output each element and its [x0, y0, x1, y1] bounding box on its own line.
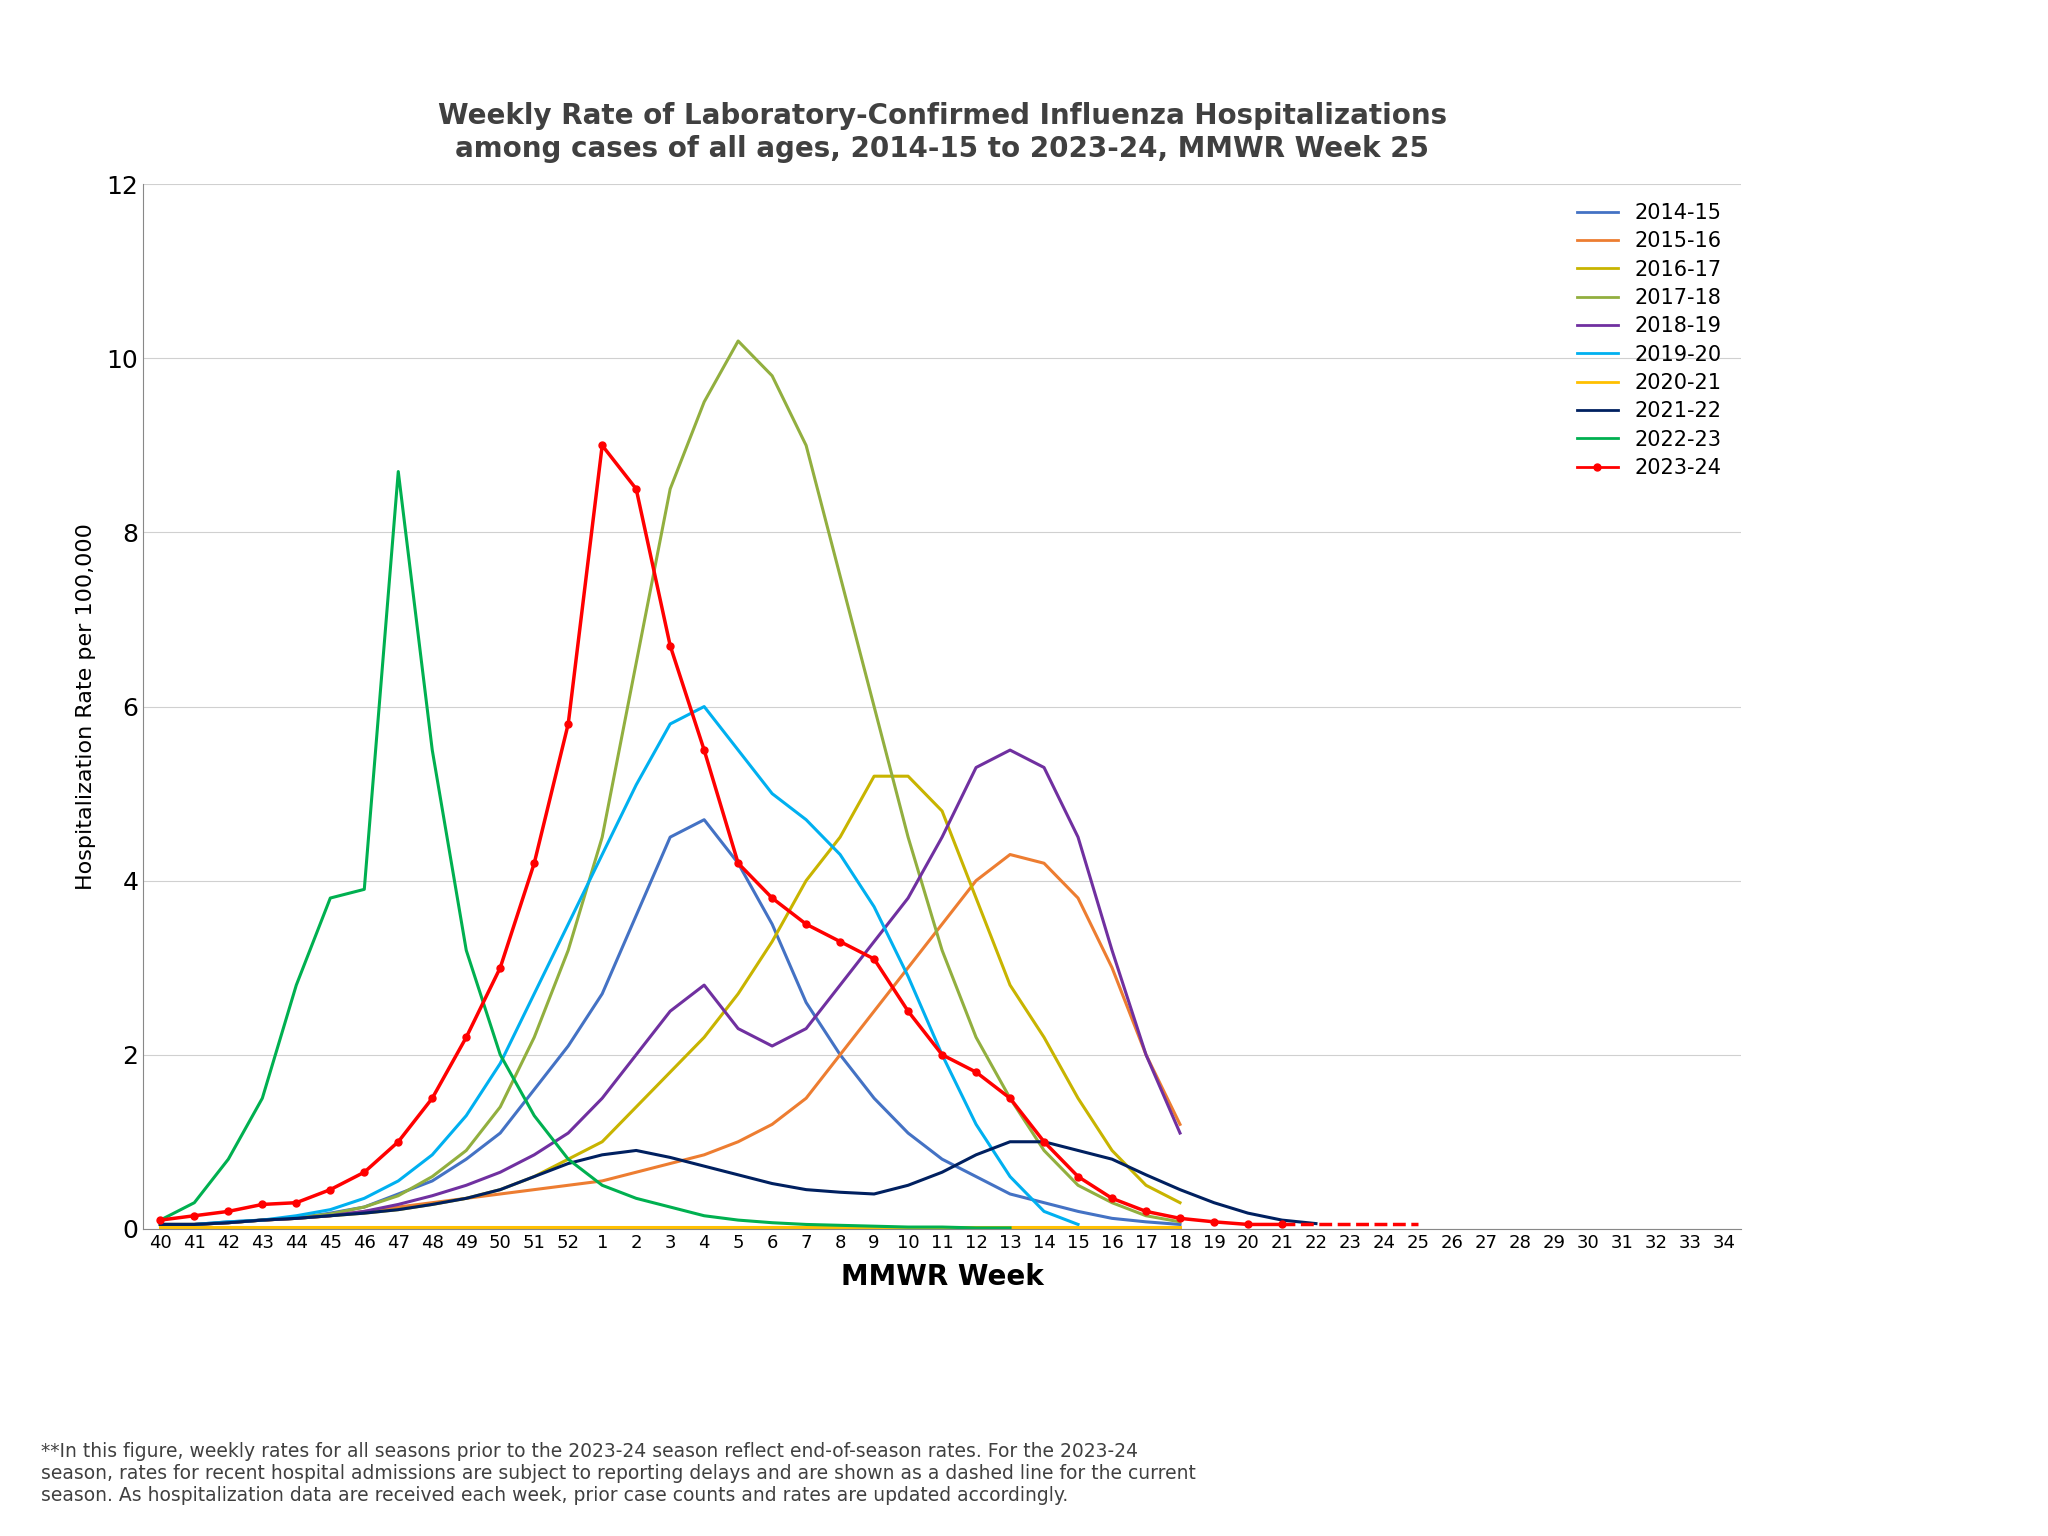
Y-axis label: Hospitalization Rate per 100,000: Hospitalization Rate per 100,000	[76, 524, 96, 889]
Title: Weekly Rate of Laboratory-Confirmed Influenza Hospitalizations
among cases of al: Weekly Rate of Laboratory-Confirmed Infl…	[438, 101, 1446, 163]
X-axis label: MMWR Week: MMWR Week	[842, 1263, 1042, 1290]
Legend: 2014-15, 2015-16, 2016-17, 2017-18, 2018-19, 2019-20, 2020-21, 2021-22, 2022-23,: 2014-15, 2015-16, 2016-17, 2017-18, 2018…	[1569, 195, 1731, 487]
Text: **In this figure, weekly rates for all seasons prior to the 2023-24 season refle: **In this figure, weekly rates for all s…	[41, 1442, 1196, 1505]
